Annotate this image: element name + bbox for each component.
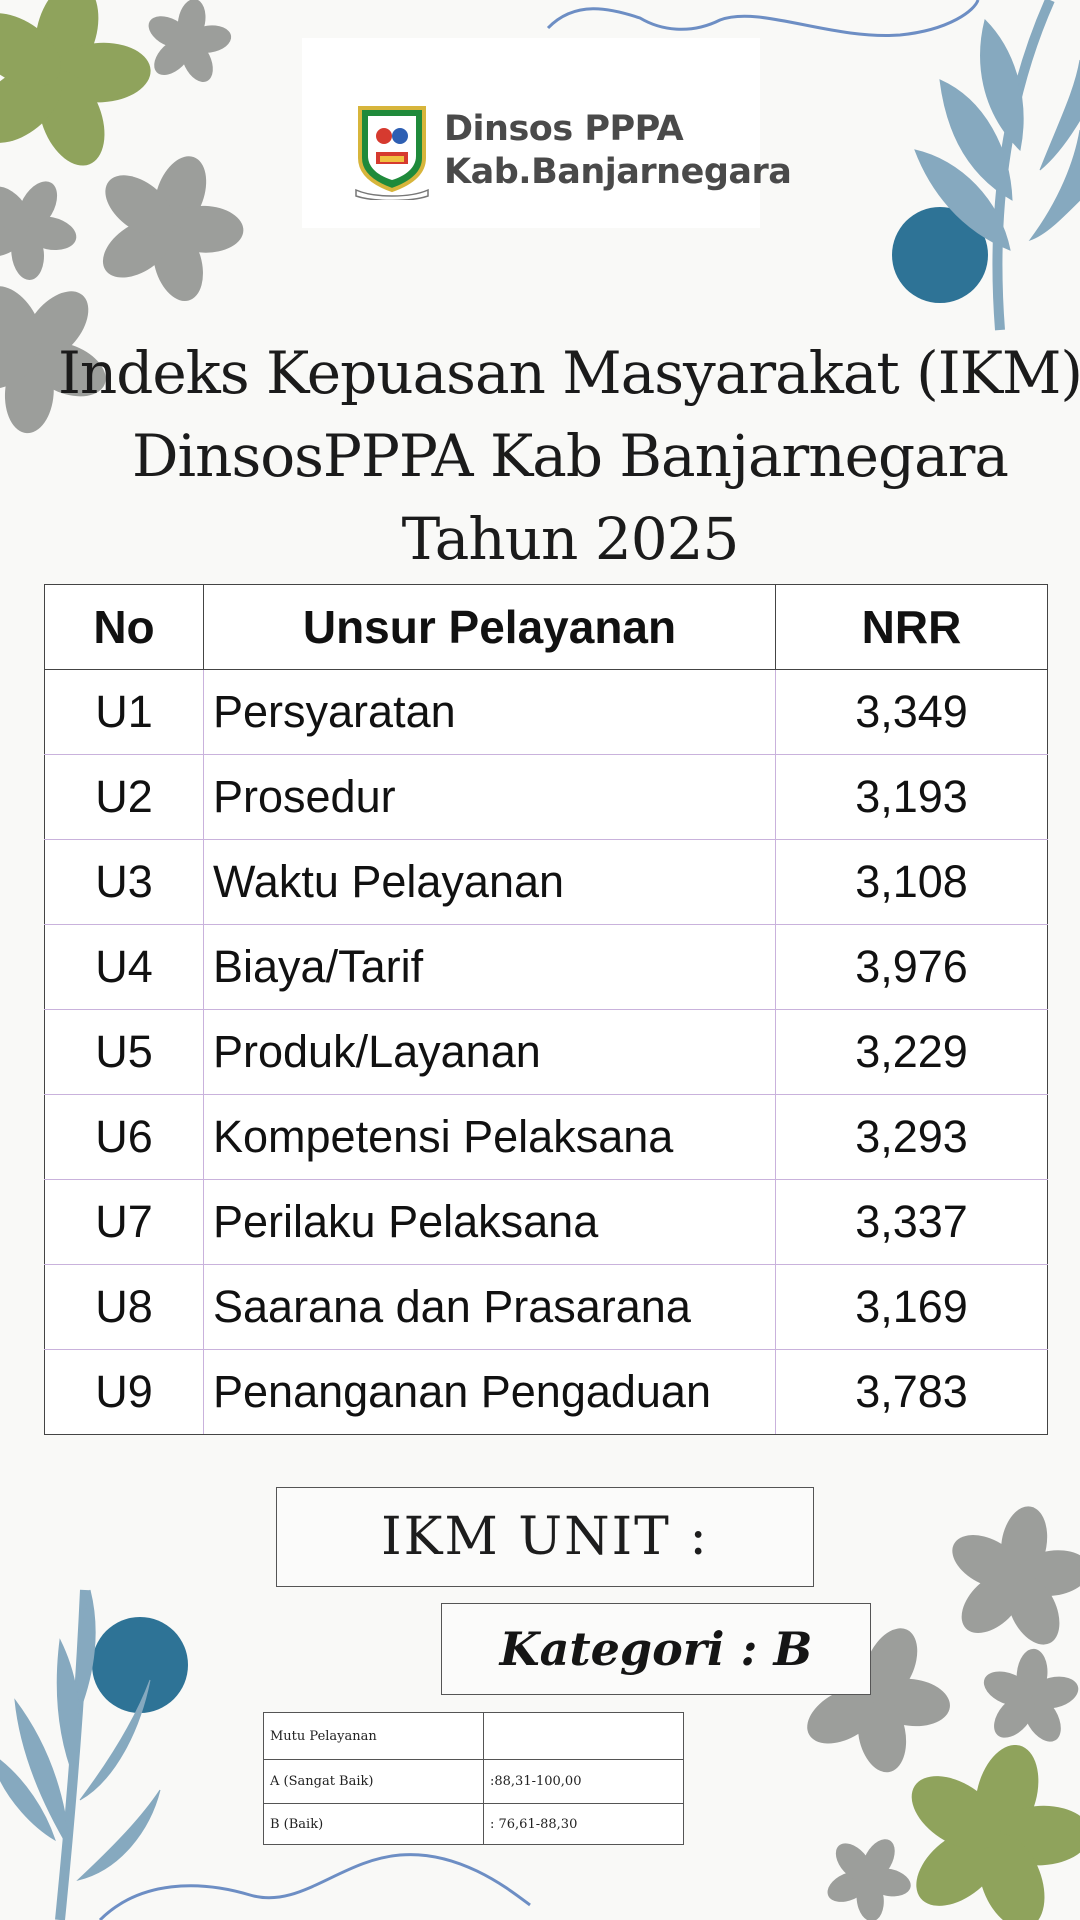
squiggle-line	[546, 0, 980, 37]
flower-icon	[135, 0, 241, 93]
flower-icon	[974, 1644, 1080, 1752]
cell-nrr: 3,783	[775, 1349, 1048, 1435]
cell-no: U4	[44, 924, 204, 1010]
flower-icon	[68, 130, 268, 326]
cell-nrr: 3,337	[775, 1179, 1048, 1265]
kategori-box: Kategori : B	[441, 1603, 871, 1695]
cell-no: U9	[44, 1349, 204, 1435]
cell-nrr: 3,349	[775, 669, 1048, 755]
title-line2: DinsosPPPA Kab Banjarnegara	[132, 422, 1009, 490]
header-nrr: NRR	[775, 584, 1048, 670]
table-row: Mutu Pelayanan	[263, 1712, 684, 1760]
table-row: U6 Kompetensi Pelaksana 3,293	[44, 1094, 1048, 1180]
table-header-row: No Unsur Pelayanan NRR	[44, 584, 1048, 670]
flower-icon	[0, 155, 99, 301]
flower-icon	[930, 1493, 1080, 1662]
ikm-table: No Unsur Pelayanan NRR U1 Persyaratan 3,…	[44, 584, 1048, 1435]
cell-no: U2	[44, 754, 204, 840]
cell-nrr: 3,229	[775, 1009, 1048, 1095]
cell-unsur: Perilaku Pelaksana	[203, 1179, 776, 1265]
squiggle-line	[98, 1853, 531, 1920]
cell-nrr: 3,293	[775, 1094, 1048, 1180]
cell-nrr: 3,169	[775, 1264, 1048, 1350]
cell-no: U3	[44, 839, 204, 925]
ikm-unit-box: IKM UNIT : 84,463	[276, 1487, 814, 1665]
table-row: B (Baik) : 76,61-88,30	[263, 1803, 684, 1845]
cell-unsur: Produk/Layanan	[203, 1009, 776, 1095]
mutu-label: Mutu Pelayanan	[263, 1712, 484, 1760]
logo-card: Dinsos PPPA Kab.Banjarnegara	[302, 38, 792, 228]
leaf-icon	[914, 0, 1080, 331]
logo-line2: Kab.Banjarnegara	[444, 152, 792, 192]
cell-unsur: Prosedur	[203, 754, 776, 840]
logo-line1: Dinsos PPPA	[444, 109, 684, 149]
cell-unsur: Kompetensi Pelaksana	[203, 1094, 776, 1180]
table-row: U7 Perilaku Pelaksana 3,337	[44, 1179, 1048, 1265]
cell-unsur: Penanganan Pengaduan	[203, 1349, 776, 1435]
logo-text: Dinsos PPPA Kab.Banjarnegara	[444, 108, 792, 194]
regency-emblem-icon	[355, 106, 429, 200]
mutu-range: :88,31-100,00	[483, 1759, 684, 1804]
mutu-pelayanan-table: Mutu Pelayanan A (Sangat Baik) :88,31-10…	[263, 1712, 684, 1845]
table-row: A (Sangat Baik) :88,31-100,00	[263, 1759, 684, 1804]
cell-no: U7	[44, 1179, 204, 1265]
table-row: U9 Penanganan Pengaduan 3,783	[44, 1349, 1048, 1435]
flower-icon	[806, 1817, 930, 1920]
cell-no: U6	[44, 1094, 204, 1180]
cell-unsur: Persyaratan	[203, 669, 776, 755]
cell-no: U8	[44, 1264, 204, 1350]
mutu-label: B (Baik)	[263, 1803, 484, 1845]
table-row: U4 Biaya/Tarif 3,976	[44, 924, 1048, 1010]
cell-nrr: 3,193	[775, 754, 1048, 840]
cell-nrr: 3,976	[775, 924, 1048, 1010]
mutu-label: A (Sangat Baik)	[263, 1759, 484, 1804]
cell-nrr: 3,108	[775, 839, 1048, 925]
page-title: Indeks Kepuasan Masyarakat (IKM) DinsosP…	[0, 332, 1080, 581]
mutu-range: : 76,61-88,30	[483, 1803, 684, 1845]
cell-unsur: Waktu Pelayanan	[203, 839, 776, 925]
table-row: U8 Saarana dan Prasarana 3,169	[44, 1264, 1048, 1350]
table-row: U5 Produk/Layanan 3,229	[44, 1009, 1048, 1095]
cell-unsur: Biaya/Tarif	[203, 924, 776, 1010]
table-row: U1 Persyaratan 3,349	[44, 669, 1048, 755]
table-row: U2 Prosedur 3,193	[44, 754, 1048, 840]
dot-icon	[892, 207, 988, 303]
cell-no: U5	[44, 1009, 204, 1095]
dot-icon	[92, 1617, 188, 1713]
leaf-icon	[0, 1589, 161, 1920]
cell-unsur: Saarana dan Prasarana	[203, 1264, 776, 1350]
mutu-range	[483, 1712, 684, 1760]
title-line3: Tahun 2025	[401, 505, 740, 573]
header-unsur: Unsur Pelayanan	[203, 584, 776, 670]
header-no: No	[44, 584, 204, 670]
cell-no: U1	[44, 669, 204, 755]
title-line1: Indeks Kepuasan Masyarakat (IKM)	[57, 339, 1080, 407]
table-row: U3 Waktu Pelayanan 3,108	[44, 839, 1048, 925]
